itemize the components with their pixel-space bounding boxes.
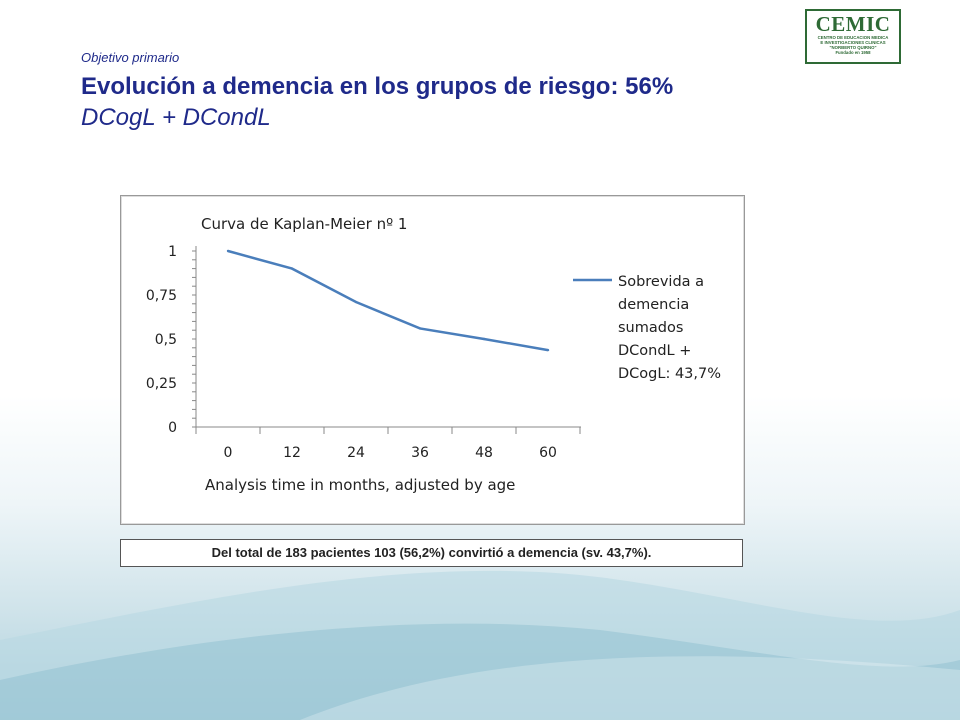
chart-title: Curva de Kaplan-Meier nº 1	[201, 215, 407, 233]
x-tick-label: 60	[539, 445, 557, 461]
background-wave	[0, 570, 960, 720]
cemic-logo: CEMIC CENTRO DE EDUCACION MEDICA E INVES…	[805, 9, 901, 64]
slide-title: Evolución a demencia en los grupos de ri…	[81, 73, 674, 100]
kaplan-meier-chart: Curva de Kaplan-Meier nº 1 Analysis time…	[120, 195, 745, 525]
survival-series-point	[482, 337, 486, 341]
y-tick-label: 0,5	[155, 332, 177, 348]
legend-label-line: DCogL: 43,7%	[618, 366, 721, 382]
x-axis-label: Analysis time in months, adjusted by age	[205, 476, 515, 494]
slide-title-line2: DCogL + DCondL	[81, 104, 271, 131]
x-tick-label: 24	[347, 445, 365, 461]
logo-line-4: Fundado en 1958	[835, 50, 871, 55]
y-tick-label: 0	[168, 420, 177, 436]
logo-line-2: E INVESTIGACIONES CLINICAS	[820, 40, 886, 45]
y-tick-label: 0,75	[146, 288, 177, 304]
summary-caption: Del total de 183 pacientes 103 (56,2%) c…	[120, 539, 743, 567]
legend-label-line: Sobrevida a	[618, 274, 704, 290]
legend-label-line: sumados	[618, 320, 683, 336]
series-layer	[226, 249, 550, 352]
survival-series-point	[290, 267, 294, 270]
y-tick-label: 1	[168, 244, 177, 260]
x-tick-label: 0	[224, 445, 233, 461]
survival-series-line	[227, 249, 549, 352]
chart-svg: Curva de Kaplan-Meier nº 1 Analysis time…	[146, 215, 721, 494]
logo-name: CEMIC	[815, 12, 891, 36]
logo-line-1: CENTRO DE EDUCACION MEDICA	[817, 35, 889, 40]
x-tick-label: 48	[475, 445, 493, 461]
survival-series-point	[354, 300, 358, 304]
axes	[195, 246, 581, 428]
slide-subtitle: Objetivo primario	[81, 50, 180, 65]
y-tick-label: 0,25	[146, 376, 177, 392]
legend: Sobrevida a demencia sumados DCondL + DCogL:…	[573, 274, 721, 382]
x-tick-label: 36	[411, 445, 429, 461]
survival-series-point	[546, 348, 550, 352]
legend-label-line: demencia	[618, 297, 689, 313]
x-tick-label: 12	[283, 445, 301, 461]
survival-series-point	[226, 249, 230, 253]
legend-label-line: DCondL +	[618, 343, 691, 359]
logo-line-3: "NORBERTO QUIRNO"	[829, 45, 877, 50]
ticks: 0 0,25 0,5 0,75 1 0 12 24 36 48 60	[146, 244, 581, 461]
survival-series-point	[418, 327, 422, 330]
